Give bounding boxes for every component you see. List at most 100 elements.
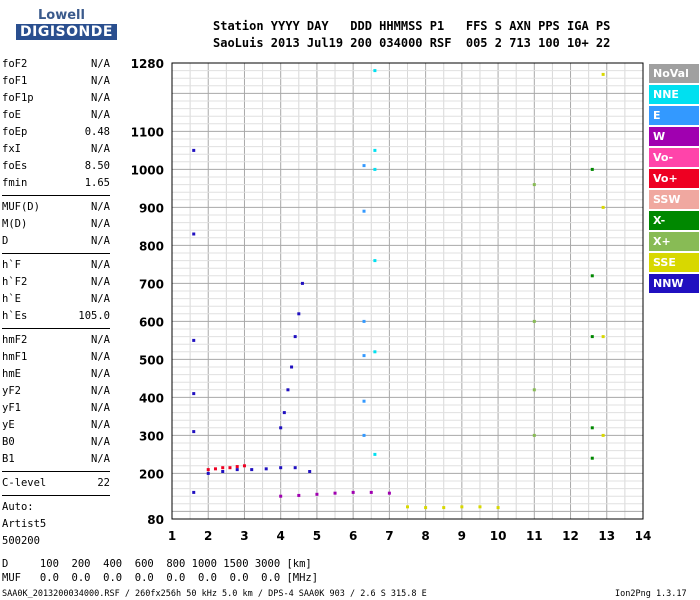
param-name: B0	[2, 436, 15, 448]
data-point-nnw	[206, 471, 210, 475]
param-row-hf: h`F N/A	[2, 257, 110, 274]
legend-item-nne: NNE	[649, 85, 699, 104]
x-tick-label: 10	[490, 529, 507, 543]
param-value: N/A	[91, 419, 110, 431]
y-tick-label: 800	[139, 239, 164, 253]
data-point-xminus	[590, 274, 594, 278]
param-name: hmE	[2, 368, 21, 380]
data-point-nne	[373, 69, 377, 73]
data-point-xplus	[532, 319, 536, 323]
logo-top-text: Lowell	[38, 8, 85, 23]
param-row-b1: B1 N/A	[2, 451, 110, 468]
muf-distance-row: D 100 200 400 600 800 1000 1500 3000 [km…	[2, 558, 312, 570]
data-point-w	[279, 494, 283, 498]
param-name: hmF2	[2, 334, 28, 346]
param-name: foE	[2, 109, 21, 121]
legend-item-vominus: Vo-	[649, 148, 699, 167]
data-point-nnw	[264, 467, 268, 471]
data-point-sse	[601, 433, 605, 437]
param-name: foF1p	[2, 92, 34, 104]
data-point-voplus	[242, 464, 246, 468]
auto-line: Auto:	[2, 499, 110, 516]
param-name: yF1	[2, 402, 21, 414]
y-tick-label: 80	[147, 513, 164, 527]
data-point-nnw	[279, 426, 283, 430]
param-row-ye: yE N/A	[2, 417, 110, 434]
param-value: N/A	[91, 109, 110, 121]
param-value: 1.65	[84, 177, 110, 189]
param-value: N/A	[91, 351, 110, 363]
legend-item-e: E	[649, 106, 699, 125]
data-point-nnw	[221, 470, 225, 473]
x-tick-label: 7	[385, 529, 393, 543]
data-point-e	[362, 209, 366, 213]
y-tick-label: 900	[139, 201, 164, 215]
data-point-sse	[424, 506, 428, 510]
data-point-sse	[460, 505, 464, 509]
auto-line: 500200	[2, 533, 110, 550]
data-point-nnw	[308, 470, 312, 473]
legend-item-xminus: X-	[649, 211, 699, 230]
param-name: MUF(D)	[2, 201, 40, 213]
param-value: N/A	[91, 385, 110, 397]
data-point-xplus	[532, 433, 536, 437]
param-name: C-level	[2, 477, 47, 489]
param-value: N/A	[91, 235, 110, 247]
y-tick-label: 500	[139, 353, 164, 367]
x-tick-label: 4	[277, 529, 285, 543]
x-tick-label: 6	[349, 529, 357, 543]
param-name: fmin	[2, 177, 28, 189]
lowell-digisonde-logo: Lowell DIGISONDE	[8, 8, 117, 48]
param-name: h`E	[2, 293, 21, 305]
param-row-hmf1: hmF1 N/A	[2, 349, 110, 366]
x-tick-label: 2	[204, 529, 212, 543]
separator	[2, 328, 110, 329]
auto-label: Auto:	[2, 501, 34, 513]
x-tick-label: 13	[598, 529, 615, 543]
x-tick-label: 3	[240, 529, 248, 543]
legend-item-nnw: NNW	[649, 274, 699, 293]
data-point-nne	[373, 148, 377, 152]
param-name: foEs	[2, 160, 28, 172]
data-point-w	[369, 490, 373, 494]
footer-file-info: SAA0K_2013200034000.RSF / 260fx256h 50 k…	[2, 589, 427, 599]
param-name: foEp	[2, 126, 28, 138]
data-point-e	[362, 319, 366, 323]
param-name: h`F	[2, 259, 21, 271]
separator	[2, 471, 110, 472]
param-row-foep: foEp 0.48	[2, 124, 110, 141]
x-tick-label: 11	[526, 529, 543, 543]
data-point-nnw	[192, 392, 196, 396]
data-point-nne	[373, 167, 377, 171]
data-point-xminus	[590, 335, 594, 339]
data-point-voplus	[235, 465, 239, 469]
param-row-fof1: foF1 N/A	[2, 73, 110, 90]
legend-item-sse: SSE	[649, 253, 699, 272]
legend-item-xplus: X+	[649, 232, 699, 251]
data-point-nnw	[293, 466, 297, 470]
data-point-xminus	[590, 426, 594, 430]
data-point-w	[351, 490, 355, 494]
data-point-sse	[601, 335, 605, 339]
param-name: D	[2, 235, 9, 247]
data-point-nnw	[282, 411, 286, 415]
data-point-e	[362, 399, 366, 403]
data-point-nnw	[286, 388, 290, 392]
param-name: h`F2	[2, 276, 28, 288]
param-row-foes: foEs 8.50	[2, 158, 110, 175]
param-name: M(D)	[2, 218, 28, 230]
data-point-w	[387, 491, 391, 495]
y-tick-label: 400	[139, 391, 164, 405]
data-point-e	[362, 433, 366, 437]
param-value: N/A	[91, 75, 110, 87]
muf-value-row: MUF 0.0 0.0 0.0 0.0 0.0 0.0 0.0 0.0 [MHz…	[2, 572, 319, 584]
x-tick-label: 1	[168, 529, 176, 543]
legend: NoVal NNE E W Vo- Vo+ SSW X- X+ SSE NNW	[649, 64, 699, 295]
param-value: N/A	[91, 436, 110, 448]
data-point-xplus	[532, 388, 536, 392]
data-point-nne	[373, 259, 377, 263]
y-tick-label: 200	[139, 467, 164, 481]
data-point-xminus	[590, 456, 594, 460]
param-row-clevel: C-level 22	[2, 475, 110, 492]
